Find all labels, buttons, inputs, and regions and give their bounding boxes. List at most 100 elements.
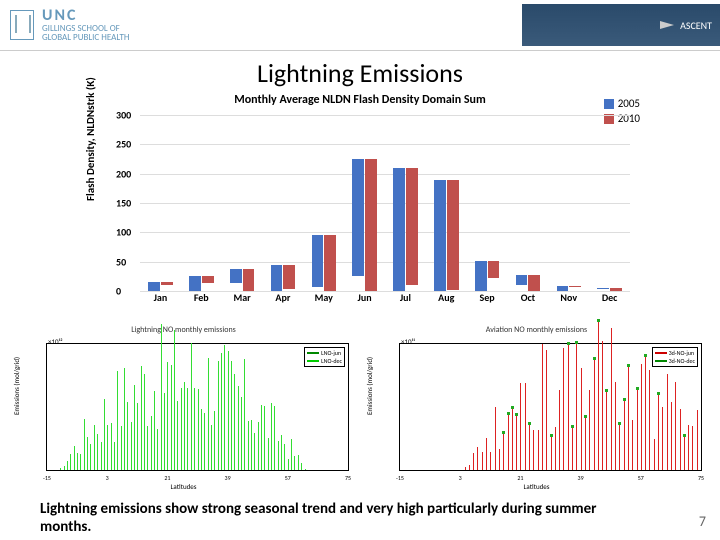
spike [284, 444, 285, 470]
bar [189, 276, 201, 291]
unc-seal-icon [10, 10, 34, 40]
spike [228, 351, 229, 470]
spike [529, 423, 530, 470]
spike [80, 454, 81, 470]
spike [194, 388, 195, 470]
spike [680, 409, 681, 470]
spike [520, 383, 521, 470]
ascent-label: ASCENT [680, 19, 712, 32]
spike [555, 427, 556, 470]
spike [74, 446, 75, 470]
marker-dot [636, 387, 639, 390]
spike [291, 439, 292, 470]
lightning-no-chart: Lightning NO monthly emissions ×10¹² Emi… [10, 325, 357, 495]
spike [581, 368, 582, 470]
spike [154, 391, 155, 470]
spike [516, 414, 517, 470]
x-tick: Aug [426, 291, 466, 304]
bar [434, 180, 446, 291]
page-number: 7 [699, 513, 706, 530]
spike [191, 343, 192, 470]
x-tick: Oct [508, 291, 548, 304]
spike [64, 466, 65, 470]
sub-x-tick: 39 [225, 474, 231, 482]
spike [254, 433, 255, 470]
bar [161, 282, 173, 285]
spike [124, 368, 125, 470]
y-tick: 250 [116, 138, 131, 151]
spike [477, 447, 478, 470]
spike [624, 399, 625, 470]
marker-dot [593, 357, 596, 360]
x-tick: May [304, 291, 344, 304]
spike [675, 382, 676, 470]
spike [67, 461, 68, 470]
marker-dot [618, 422, 621, 425]
spike [137, 403, 138, 470]
spike [268, 438, 269, 470]
aviation-no-chart: Aviation NO monthly emissions ×10¹¹ Emis… [363, 325, 710, 495]
legend-label: 2005 [618, 97, 640, 110]
y-tick: 100 [116, 226, 131, 239]
spike [134, 385, 135, 470]
x-tick: Dec [590, 291, 630, 304]
spike [684, 435, 685, 470]
spike [211, 425, 212, 470]
spike [111, 423, 112, 470]
bar [271, 265, 283, 291]
spike [278, 441, 279, 470]
y-tick: 200 [116, 167, 131, 180]
bar [488, 261, 500, 279]
sub-x-tick: 39 [578, 474, 584, 482]
spike [465, 467, 466, 470]
spike [107, 425, 108, 470]
spike [231, 361, 232, 470]
spike [301, 463, 302, 470]
spike [264, 406, 265, 470]
marker-dot [528, 422, 531, 425]
marker-dot [511, 406, 514, 409]
spike [305, 469, 306, 470]
marker-dot [623, 398, 626, 401]
spike [512, 407, 513, 470]
spike [546, 350, 547, 470]
marker-dot [515, 413, 518, 416]
bar [283, 265, 295, 290]
spike [164, 393, 165, 470]
right-legend: 3d-NO-jun3d-NO-dec [652, 347, 698, 367]
spike [84, 419, 85, 470]
spike [261, 405, 262, 470]
spike [271, 403, 272, 470]
spike [198, 389, 199, 470]
x-tick: Sep [467, 291, 507, 304]
spike [187, 388, 188, 470]
spike [671, 402, 672, 470]
bar [406, 168, 418, 285]
left-legend: LNO-junLNO-dec [304, 347, 345, 367]
marker-dot [575, 341, 578, 344]
right-chart-title: Aviation NO monthly emissions [363, 325, 710, 335]
unc-logo: UNC GILLINGS SCHOOL OF GLOBAL PUBLIC HEA… [0, 8, 130, 42]
y-tick: 50 [116, 255, 126, 268]
chart-title: Monthly Average NLDN Flash Density Domai… [80, 91, 640, 107]
spike [151, 416, 152, 470]
x-tick: Apr [263, 291, 303, 304]
bar [148, 282, 160, 291]
spike [692, 426, 693, 470]
marker-dot [567, 342, 570, 345]
legend-item: 2005 [604, 97, 640, 110]
marker-dot [627, 364, 630, 367]
marker-dot [597, 319, 600, 322]
spike [248, 421, 249, 470]
main-bar-chart: Monthly Average NLDN Flash Density Domai… [80, 91, 640, 321]
x-tick: Mar [222, 291, 262, 304]
bar [569, 286, 581, 287]
bar [324, 235, 336, 291]
spike [127, 402, 128, 470]
spike [563, 348, 564, 470]
marker-dot [550, 434, 553, 437]
spike [144, 374, 145, 470]
sub-x-tick: 3 [459, 474, 462, 482]
spike [244, 359, 245, 470]
airplane-icon [660, 21, 674, 29]
